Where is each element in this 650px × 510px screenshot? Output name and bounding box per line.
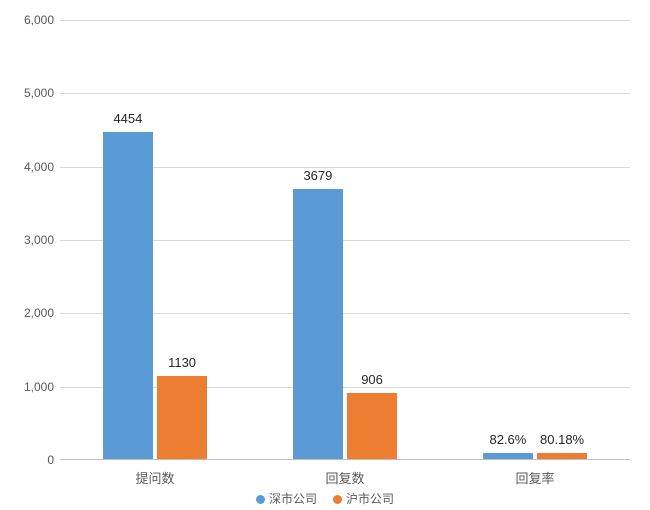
bar <box>103 132 153 459</box>
bar-value-label: 3679 <box>278 168 358 183</box>
y-tick-label: 4,000 <box>4 160 54 174</box>
bar <box>347 393 397 459</box>
legend: 深市公司 沪市公司 <box>0 490 650 507</box>
x-category-label: 提问数 <box>135 468 174 487</box>
x-category-label: 回复数 <box>325 468 364 487</box>
y-tick-label: 3,000 <box>4 233 54 247</box>
x-category-label: 回复率 <box>515 468 554 487</box>
y-tick-label: 0 <box>4 453 54 467</box>
bar <box>157 376 207 459</box>
legend-item: 沪市公司 <box>333 490 394 507</box>
bar <box>483 453 533 459</box>
gridline <box>60 93 630 94</box>
legend-swatch <box>333 495 342 504</box>
bar <box>537 453 587 459</box>
bar-value-label: 1130 <box>142 355 222 370</box>
bar-value-label: 906 <box>332 372 412 387</box>
legend-label: 深市公司 <box>269 492 317 506</box>
y-tick-label: 5,000 <box>4 86 54 100</box>
legend-swatch <box>256 495 265 504</box>
y-tick-label: 2,000 <box>4 306 54 320</box>
legend-item: 深市公司 <box>256 490 317 507</box>
y-tick-label: 1,000 <box>4 380 54 394</box>
bar-chart: 44541130367990682.6%80.18% 01,0002,0003,… <box>0 0 650 510</box>
y-tick-label: 6,000 <box>4 13 54 27</box>
legend-label: 沪市公司 <box>346 492 394 506</box>
plot-area: 44541130367990682.6%80.18% <box>60 20 630 460</box>
gridline <box>60 20 630 21</box>
bar-value-label: 80.18% <box>522 432 602 447</box>
bar <box>293 189 343 459</box>
bar-value-label: 4454 <box>88 111 168 126</box>
